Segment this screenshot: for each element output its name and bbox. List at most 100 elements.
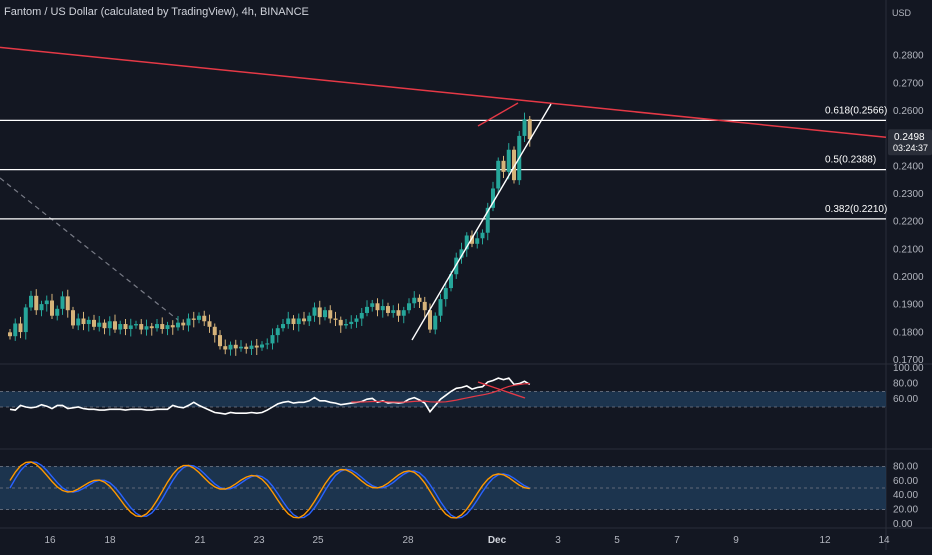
candle-body: [506, 149, 511, 172]
price-tick-label: 0.1900: [893, 300, 924, 311]
candle-body: [344, 324, 348, 326]
candle-body: [407, 303, 411, 311]
candle-body: [312, 307, 317, 316]
candle-body: [438, 299, 443, 316]
price-tick-label: 0.2600: [893, 106, 924, 117]
stoch-tick-label: 0.00: [893, 519, 913, 530]
stoch-tick-label: 40.00: [893, 490, 918, 501]
stoch-tick-label: 80.00: [893, 461, 918, 472]
stoch-d-line: [9, 461, 530, 519]
price-tick-label: 0.2700: [893, 78, 924, 89]
candle-body: [128, 325, 133, 330]
candle-body: [149, 326, 154, 329]
candle-body: [391, 310, 396, 313]
candle-body: [501, 160, 506, 172]
candle-body: [8, 332, 12, 337]
candle-body: [349, 321, 354, 325]
candle-body: [197, 315, 201, 320]
time-tick-label: 14: [878, 535, 890, 546]
fib-level-label: 0.5(0.2388): [825, 155, 876, 166]
candle-body: [218, 335, 222, 347]
price-tick-label: 0.2000: [893, 272, 924, 283]
stoch-k-line: [9, 461, 531, 519]
candle-body: [296, 318, 301, 325]
candle-body: [443, 288, 448, 300]
candle-body: [176, 322, 180, 328]
rsi-line: [9, 377, 531, 415]
candle-body: [254, 345, 259, 348]
candle-body: [386, 306, 390, 313]
candle-body: [228, 344, 233, 350]
price-tick-label: 0.1700: [893, 355, 924, 366]
rsi-tick-label: 80.00: [893, 379, 918, 390]
time-tick-label: 12: [819, 535, 831, 546]
candle-body: [65, 296, 70, 311]
candle-body: [155, 324, 159, 329]
price-tick-label: 0.2400: [893, 161, 924, 172]
support-trendline: [411, 103, 552, 341]
candle-body: [202, 315, 207, 322]
candle-body: [286, 318, 291, 325]
candle-body: [496, 160, 501, 189]
time-tick-label: 3: [555, 535, 561, 546]
time-tick-label: 18: [104, 535, 116, 546]
candle-body: [81, 318, 86, 325]
candle-body: [270, 335, 275, 344]
time-tick-label: 28: [402, 535, 414, 546]
candle-body: [512, 149, 516, 181]
candle-body: [239, 346, 243, 349]
rsi-tick-label: 60.00: [893, 394, 918, 405]
candle-body: [433, 315, 438, 330]
time-tick-label: 21: [194, 535, 206, 546]
fib-level-label: 0.382(0.2210): [825, 204, 887, 215]
candle-body: [186, 318, 191, 326]
candle-body: [113, 321, 117, 330]
candle-body: [92, 319, 96, 327]
candle-body: [181, 322, 186, 326]
candle-body: [50, 300, 54, 316]
last-price-tag: [888, 129, 932, 156]
last-price-countdown: 03:24:37: [893, 143, 928, 153]
price-tick-label: 0.2300: [893, 189, 924, 200]
candle-body: [249, 345, 254, 349]
resistance-trendline: [0, 46, 887, 139]
candle-body: [23, 307, 28, 333]
candle-body: [107, 321, 112, 329]
candle-body: [275, 328, 280, 336]
candle-body: [191, 318, 196, 320]
rsi-divergence-line: [477, 381, 526, 399]
candle-body: [160, 324, 165, 330]
candle-body: [365, 306, 369, 313]
candle-body: [522, 119, 527, 136]
candle-body: [34, 295, 39, 311]
price-divergence-line: [477, 102, 519, 127]
candle-body: [291, 318, 296, 325]
price-axis-currency: USD: [892, 8, 912, 18]
stoch-tick-label: 20.00: [893, 505, 918, 516]
candle-body: [76, 318, 81, 326]
time-tick-label: 9: [733, 535, 739, 546]
candle-body: [97, 322, 102, 327]
price-tick-label: 0.2100: [893, 244, 924, 255]
candle-body: [134, 324, 138, 326]
candle-body: [470, 235, 474, 244]
price-tick-label: 0.2200: [893, 217, 924, 228]
candle-body: [396, 310, 401, 316]
candle-body: [39, 304, 44, 311]
candle-body: [44, 300, 49, 305]
stoch-tick-label: 60.00: [893, 476, 918, 487]
candle-body: [459, 249, 464, 258]
candle-body: [13, 323, 18, 337]
candle-body: [480, 232, 485, 239]
fib-level-label: 0.618(0.2566): [825, 105, 887, 116]
candle-body: [527, 119, 532, 140]
candle-body: [207, 321, 212, 327]
candle-body: [317, 307, 322, 318]
candle-body: [86, 319, 91, 325]
time-tick-label: Dec: [488, 535, 507, 546]
candle-body: [71, 310, 75, 326]
candle-body: [485, 207, 490, 233]
candle-body: [449, 274, 453, 289]
